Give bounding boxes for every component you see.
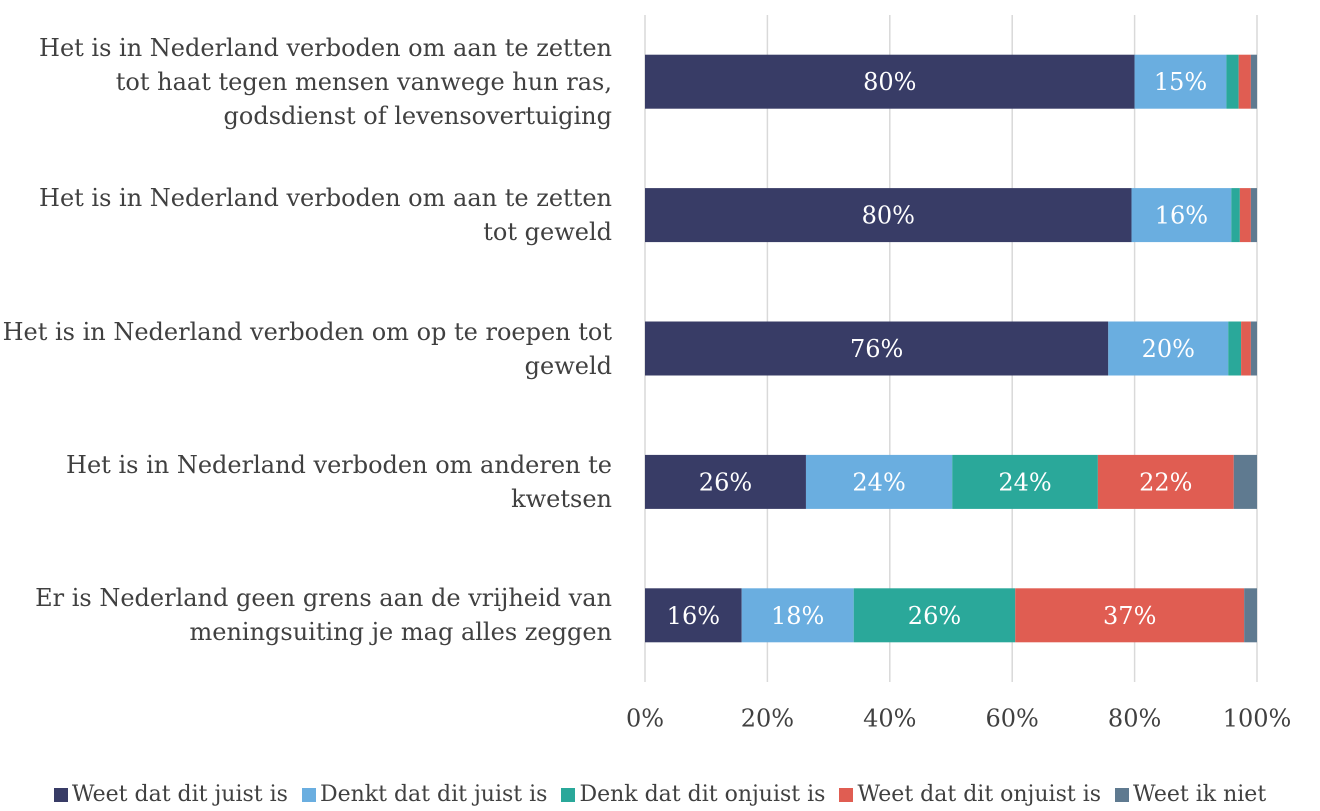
bar-segment [1015,588,1245,643]
legend-item: Denkt dat dit juist is [301,782,548,807]
bar-segment [645,54,1135,109]
data-label: 26% [908,602,961,630]
legend-item: Weet dat dit juist is [53,782,288,807]
bar-segment [1250,321,1257,376]
legend-swatch [839,787,854,802]
bar-segment [1233,454,1257,509]
legend-item: Weet dat dit onjuist is [839,782,1101,807]
data-label: 16% [1155,202,1208,230]
bar-segment [645,321,1109,376]
data-label: 80% [863,68,916,96]
data-label: 15% [1154,68,1207,96]
data-label: 37% [1103,602,1156,630]
data-label: 20% [1142,335,1195,363]
x-tick-label: 40% [863,705,916,733]
bar-segment [952,454,1098,509]
bar-segment [1228,321,1242,376]
bar-segment [853,588,1016,643]
x-tick-label: 20% [741,705,794,733]
bar-segment [1250,54,1257,109]
bar-segment [1244,588,1257,643]
legend-label: Denk dat dit onjuist is [579,782,826,807]
legend-label: Weet dat dit juist is [71,782,288,807]
category-label: Er is Nederland geen grens aan de vrijhe… [35,584,612,647]
bar-segment [645,588,742,643]
category-label: Het is in Nederland verboden om anderen … [66,450,612,513]
bar-segment [1134,54,1227,109]
data-label: 24% [852,468,905,496]
data-label: 16% [667,602,720,630]
bar-segment [1241,321,1251,376]
bar-segment [741,588,854,643]
legend: Weet dat dit juist is Denkt dat dit juist… [0,782,1320,807]
data-label: 76% [850,335,903,363]
bar-segment [805,454,953,509]
data-label: 80% [862,202,915,230]
x-tick-label: 80% [1108,705,1161,733]
bar-segment [1097,454,1234,509]
x-tick-label: 0% [626,705,664,733]
bar-segment [1250,188,1257,243]
legend-label: Weet ik niet [1133,782,1267,807]
x-tick-label: 60% [986,705,1039,733]
legend-swatch [1115,787,1130,802]
bar-segment [1231,188,1240,243]
data-label: 24% [998,468,1051,496]
bar-segment [1131,188,1232,243]
bar-segment [1239,188,1251,243]
bar-segment [645,454,806,509]
legend-item: Weet ik niet [1115,782,1266,807]
bar-segment [1108,321,1229,376]
legend-item: Denk dat dit onjuist is [561,782,825,807]
bar-segment [645,188,1132,243]
category-label: Het is in Nederland verboden om aan te z… [39,184,612,247]
bar-segment [1238,54,1251,109]
legend-swatch [53,787,68,802]
legend-label: Denkt dat dit juist is [319,782,548,807]
legend-swatch [301,787,316,802]
x-tick-label: 100% [1223,705,1292,733]
data-label: 22% [1139,468,1192,496]
legend-label: Weet dat dit onjuist is [857,782,1102,807]
data-label: 18% [771,602,824,630]
data-label: 26% [699,468,752,496]
legend-swatch [561,787,576,802]
category-label: Het is in Nederland verboden om op te ro… [2,317,612,380]
bar-segment [1226,54,1239,109]
category-label: Het is in Nederland verboden om aan te z… [39,33,612,130]
